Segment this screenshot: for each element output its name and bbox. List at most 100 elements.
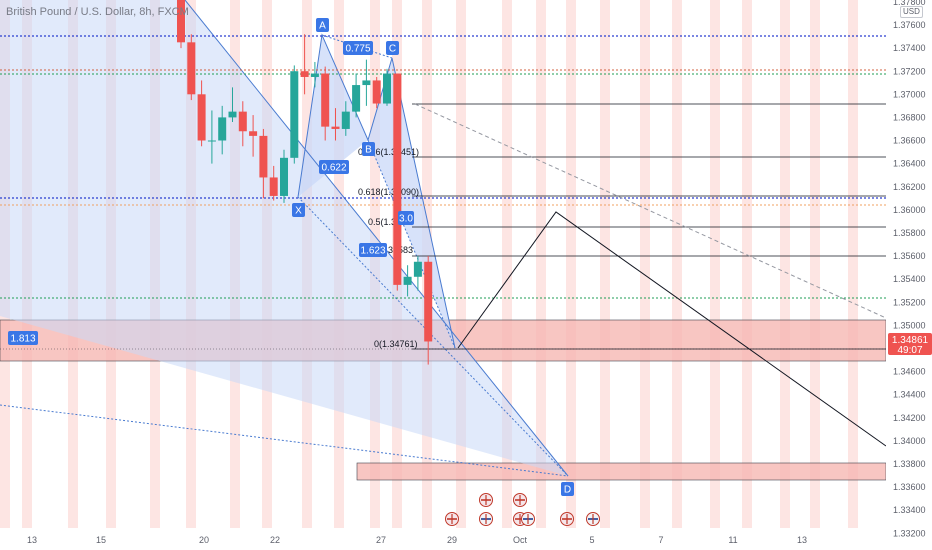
currency-badge[interactable]: USD — [900, 6, 923, 18]
price-axis-bg — [886, 0, 932, 550]
bd-dotted — [367, 139, 456, 349]
ratio-xb-label: 0.622 — [321, 163, 346, 174]
time-tick-label: 27 — [376, 535, 386, 545]
point-c-label: C — [389, 44, 396, 55]
time-tick-label: 15 — [96, 535, 106, 545]
time-tick-label: 13 — [797, 535, 807, 545]
price-tick-label: 1.37800 — [893, 0, 926, 7]
point-x-label-bg — [292, 203, 305, 217]
candle-body — [249, 131, 258, 136]
candle-body — [300, 71, 309, 77]
us-flag-icon[interactable] — [479, 512, 493, 526]
session-band — [600, 0, 610, 528]
gb-flag-icon[interactable] — [479, 493, 493, 507]
price-tick-label: 1.35800 — [893, 228, 926, 238]
candle-body — [259, 135, 268, 178]
ratio-ac-label-bg — [343, 41, 373, 55]
time-axis-bg — [0, 528, 886, 550]
price-tick-label: 1.33400 — [893, 505, 926, 515]
price-axis[interactable]: 1.37800 1.37600 1.37400 1.37200 1.37000 1.368… — [886, 0, 932, 550]
ray-dotted — [0, 404, 569, 477]
candle-body — [290, 71, 299, 158]
ratio-bd-label-bg — [359, 243, 387, 257]
symbol-title: British Pound / U.S. Dollar, 8h, FXCM — [6, 6, 189, 18]
price-tick-label: 1.34400 — [893, 390, 926, 400]
ratio-bd-label: 1.623 — [360, 246, 385, 257]
current-price-tag — [888, 333, 932, 355]
point-b-label: B — [365, 145, 372, 156]
gb-flag-icon[interactable] — [513, 493, 527, 507]
ratio-xd-label-bg — [8, 331, 38, 345]
fib-level-label: 0.618(1.36090) — [358, 187, 419, 197]
candle-body — [424, 261, 433, 342]
us-flag-icon[interactable] — [521, 512, 535, 526]
candle-body — [228, 111, 237, 118]
price-tick-label: 1.34000 — [893, 436, 926, 446]
price-tick-label: 1.36200 — [893, 182, 926, 192]
point-c-label-bg — [386, 41, 399, 55]
point-d-label-bg — [561, 482, 574, 496]
point-x-label: X — [295, 206, 302, 217]
ratio-xb-label-bg — [319, 160, 349, 174]
ratio-ac-label: 0.775 — [345, 44, 370, 55]
candle-body — [269, 177, 278, 196]
gb-flag-icon[interactable] — [560, 512, 574, 526]
candle-body — [383, 73, 391, 104]
candle-body — [393, 73, 402, 285]
price-tick-label: 1.36600 — [893, 136, 926, 146]
candle-body — [310, 73, 319, 77]
fib-level-label: 0.5(1.35 — [368, 217, 401, 227]
harmonic-pattern — [0, 0, 569, 477]
fib-level-label: 0.786(1.36451) — [358, 147, 419, 157]
candle-body — [331, 126, 340, 129]
candle-body — [413, 261, 422, 277]
price-tick-label: 1.34200 — [893, 413, 926, 423]
candle-body — [372, 80, 381, 104]
session-band — [640, 0, 650, 528]
time-tick-label: Oct — [513, 535, 528, 545]
time-tick-label: 11 — [728, 535, 737, 545]
xd-dotted — [297, 196, 569, 477]
us-flag-icon[interactable] — [586, 512, 600, 526]
session-band — [672, 0, 682, 528]
point-a-label-bg — [316, 18, 329, 32]
candle-body — [362, 80, 371, 86]
session-band — [456, 0, 466, 528]
time-tick-label: 13 — [27, 535, 37, 545]
price-tick-label: 1.33800 — [893, 459, 926, 469]
price-tick-label: 1.37600 — [893, 20, 926, 30]
price-tick-label: 1.37400 — [893, 43, 926, 53]
pattern-edge — [184, 0, 569, 477]
session-band — [710, 0, 720, 528]
session-band — [502, 0, 512, 528]
time-tick-label: 29 — [447, 535, 457, 545]
candle-body — [177, 0, 185, 43]
session-band — [742, 0, 752, 528]
price-tick-label: 1.35200 — [893, 297, 926, 307]
economic-events[interactable] — [445, 493, 600, 526]
session-band — [780, 0, 790, 528]
gb-flag-icon[interactable] — [445, 512, 459, 526]
projection-path — [457, 211, 887, 447]
price-tick-label: 1.36000 — [893, 205, 926, 215]
current-price-label: 1.34861 — [892, 335, 929, 346]
session-band — [566, 0, 576, 528]
candle-body — [207, 140, 216, 142]
time-tick-label: 7 — [658, 535, 663, 545]
bcd-triangle — [368, 58, 455, 348]
time-axis[interactable]: 13 15 20 22 27 29 Oct 5 7 11 13 — [0, 528, 886, 550]
price-tick-label: 1.34600 — [893, 367, 926, 377]
pattern-labels: X A B C D 0.622 0.775 1.623 1.813 3.0 — [8, 18, 574, 496]
candle-body — [352, 85, 361, 112]
candle-body — [238, 111, 247, 132]
countdown-label: 49:07 — [897, 345, 922, 356]
candle-body — [341, 111, 350, 129]
price-tick-label: 1.37000 — [893, 89, 926, 99]
price-tick-label: 1.36400 — [893, 159, 926, 169]
time-tick-label: 20 — [199, 535, 209, 545]
pattern-region-left — [0, 0, 568, 476]
ratio-cd-label: 3.0 — [399, 214, 413, 225]
price-tick-label: 1.35400 — [893, 274, 926, 284]
